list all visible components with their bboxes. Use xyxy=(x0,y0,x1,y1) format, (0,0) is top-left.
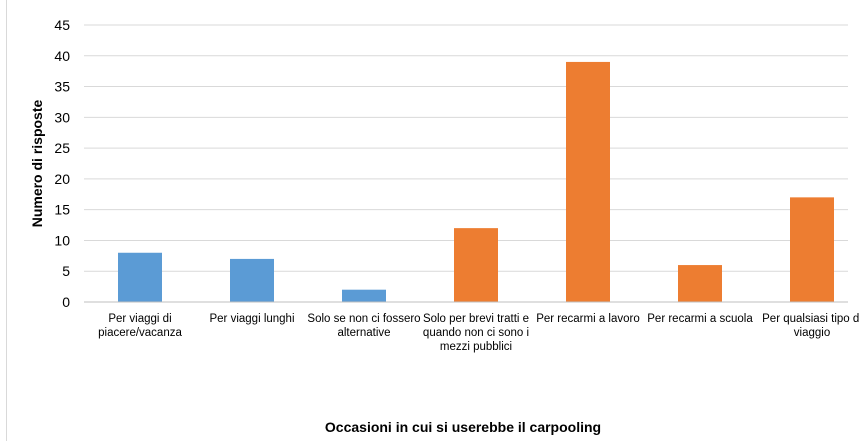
x-tick-label-line: quando non ci sono i xyxy=(423,327,529,339)
x-axis-ticks: Per viaggi di piacere/vacanza Per viaggi l… xyxy=(98,313,860,353)
x-tick-label-line: alternative xyxy=(337,327,390,339)
x-tick-label: Per qualsiasi tipo di viaggio xyxy=(762,313,860,339)
x-tick-label-line: Per viaggi lunghi xyxy=(209,313,294,325)
bar xyxy=(566,61,610,302)
y-tick-label: 20 xyxy=(54,171,70,187)
bar xyxy=(230,258,274,302)
y-tick-label: 45 xyxy=(54,17,70,33)
x-tick-label: Per viaggi lunghi xyxy=(209,313,294,325)
bar xyxy=(678,265,722,302)
bar xyxy=(118,252,162,302)
bar xyxy=(454,228,498,302)
y-tick-label: 40 xyxy=(54,48,70,64)
x-tick-label-line: Per recarmi a lavoro xyxy=(536,313,640,325)
y-tick-label: 25 xyxy=(54,140,70,156)
x-tick-label-line: Solo per brevi tratti e xyxy=(423,313,529,325)
y-axis-ticks: 0 5 10 15 20 25 30 35 40 45 xyxy=(54,17,70,310)
x-axis-title: Occasioni in cui si userebbe il carpooli… xyxy=(325,419,601,435)
x-tick-label-line: Per qualsiasi tipo di xyxy=(762,313,860,325)
x-tick-label-line: piacere/vacanza xyxy=(98,327,182,339)
x-tick-label-line: viaggio xyxy=(794,327,830,339)
y-tick-label: 0 xyxy=(62,294,70,310)
y-tick-label: 15 xyxy=(54,202,70,218)
x-tick-label: Solo se non ci fossero alternative xyxy=(307,313,420,339)
y-tick-label: 35 xyxy=(54,79,70,95)
y-axis-title: Numero di risposte xyxy=(29,100,45,228)
x-tick-label: Per recarmi a scuola xyxy=(647,313,753,325)
y-tick-label: 5 xyxy=(62,263,70,279)
x-tick-label-line: Solo se non ci fossero xyxy=(307,313,420,325)
y-tick-label: 30 xyxy=(54,109,70,125)
x-tick-label-line: Per recarmi a scuola xyxy=(647,313,753,325)
x-tick-label: Per recarmi a lavoro xyxy=(536,313,640,325)
chart-frame-border xyxy=(6,0,7,441)
bars xyxy=(118,61,834,302)
bar xyxy=(342,289,386,302)
bar xyxy=(790,197,834,302)
x-tick-label: Solo per brevi tratti e quando non ci son… xyxy=(423,313,529,353)
x-tick-label-line: Per viaggi di xyxy=(108,313,171,325)
y-tick-label: 10 xyxy=(54,232,70,248)
x-tick-label: Per viaggi di piacere/vacanza xyxy=(98,313,182,339)
x-tick-label-line: mezzi pubblici xyxy=(440,341,512,353)
